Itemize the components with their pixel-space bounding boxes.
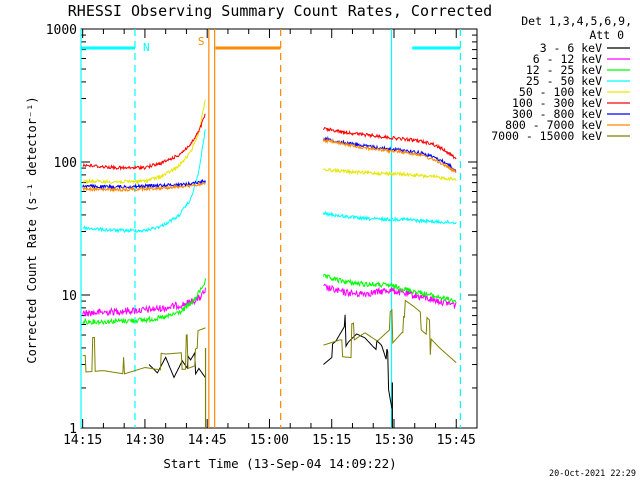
series-25-50-keV bbox=[82, 129, 457, 234]
series-line bbox=[323, 283, 457, 310]
x-tick-label: 15:15 bbox=[312, 433, 351, 448]
y-tick-label: 10 bbox=[61, 289, 77, 304]
series-100-300-keV bbox=[82, 113, 457, 171]
series-line bbox=[323, 167, 457, 182]
x-tick-label: 15:45 bbox=[437, 433, 476, 448]
legend-label: 7000 - 15000 keV bbox=[491, 129, 602, 143]
x-tick-label: 14:30 bbox=[125, 433, 164, 448]
legend-header-line-2: Att 0 bbox=[589, 28, 624, 42]
series-line bbox=[82, 129, 206, 234]
series-line bbox=[82, 99, 206, 185]
x-tick-label: 14:45 bbox=[188, 433, 227, 448]
series-line bbox=[82, 182, 206, 193]
legend-label: 800 - 7000 keV bbox=[505, 118, 602, 132]
series-line bbox=[82, 178, 206, 191]
y-axis-label: Corrected Count Rate (s⁻¹ detector⁻¹) bbox=[25, 96, 39, 363]
x-tick-label: 14:15 bbox=[63, 433, 102, 448]
legend-label: 25 - 50 keV bbox=[526, 74, 602, 88]
x-tick-label: 15:00 bbox=[250, 433, 289, 448]
series-line bbox=[82, 278, 206, 326]
series-line bbox=[82, 287, 206, 317]
legend-label: 100 - 300 keV bbox=[512, 96, 602, 110]
series-line bbox=[322, 273, 457, 304]
series-800-7000-keV bbox=[82, 136, 457, 193]
series-line bbox=[322, 126, 457, 160]
x-tick-label: 15:30 bbox=[374, 433, 413, 448]
series-6-12-keV bbox=[82, 283, 457, 317]
series-50-100-keV bbox=[82, 99, 457, 185]
flag-label-s: S bbox=[198, 35, 205, 48]
legend-label: 6 - 12 keV bbox=[533, 52, 602, 66]
flag-label-n: N bbox=[143, 41, 150, 54]
legend-label: 3 - 6 keV bbox=[540, 41, 602, 55]
series-line bbox=[322, 210, 457, 225]
series-line bbox=[148, 351, 206, 379]
y-tick-label: 1000 bbox=[46, 23, 77, 38]
series-line bbox=[323, 299, 457, 363]
series-line bbox=[82, 113, 206, 171]
y-tick-label: 100 bbox=[54, 156, 77, 171]
chart-title: RHESSI Observing Summary Count Rates, Co… bbox=[68, 2, 492, 20]
legend-label: 50 - 100 keV bbox=[519, 85, 602, 99]
legend-label: 12 - 25 keV bbox=[526, 63, 602, 77]
x-axis-label: Start Time (13-Sep-04 14:09:22) bbox=[163, 456, 396, 471]
series-line bbox=[322, 136, 457, 173]
timestamp: 20-Oct-2021 22:29 bbox=[549, 469, 636, 479]
series-12-25-keV bbox=[82, 273, 457, 326]
series-7000-15000-keV bbox=[82, 299, 457, 375]
legend-header-line-1: Det 1,3,4,5,6,9, bbox=[521, 14, 632, 28]
legend-label: 300 - 800 keV bbox=[512, 107, 602, 121]
y-tick-label: 1 bbox=[69, 422, 77, 437]
series-line bbox=[82, 327, 206, 375]
